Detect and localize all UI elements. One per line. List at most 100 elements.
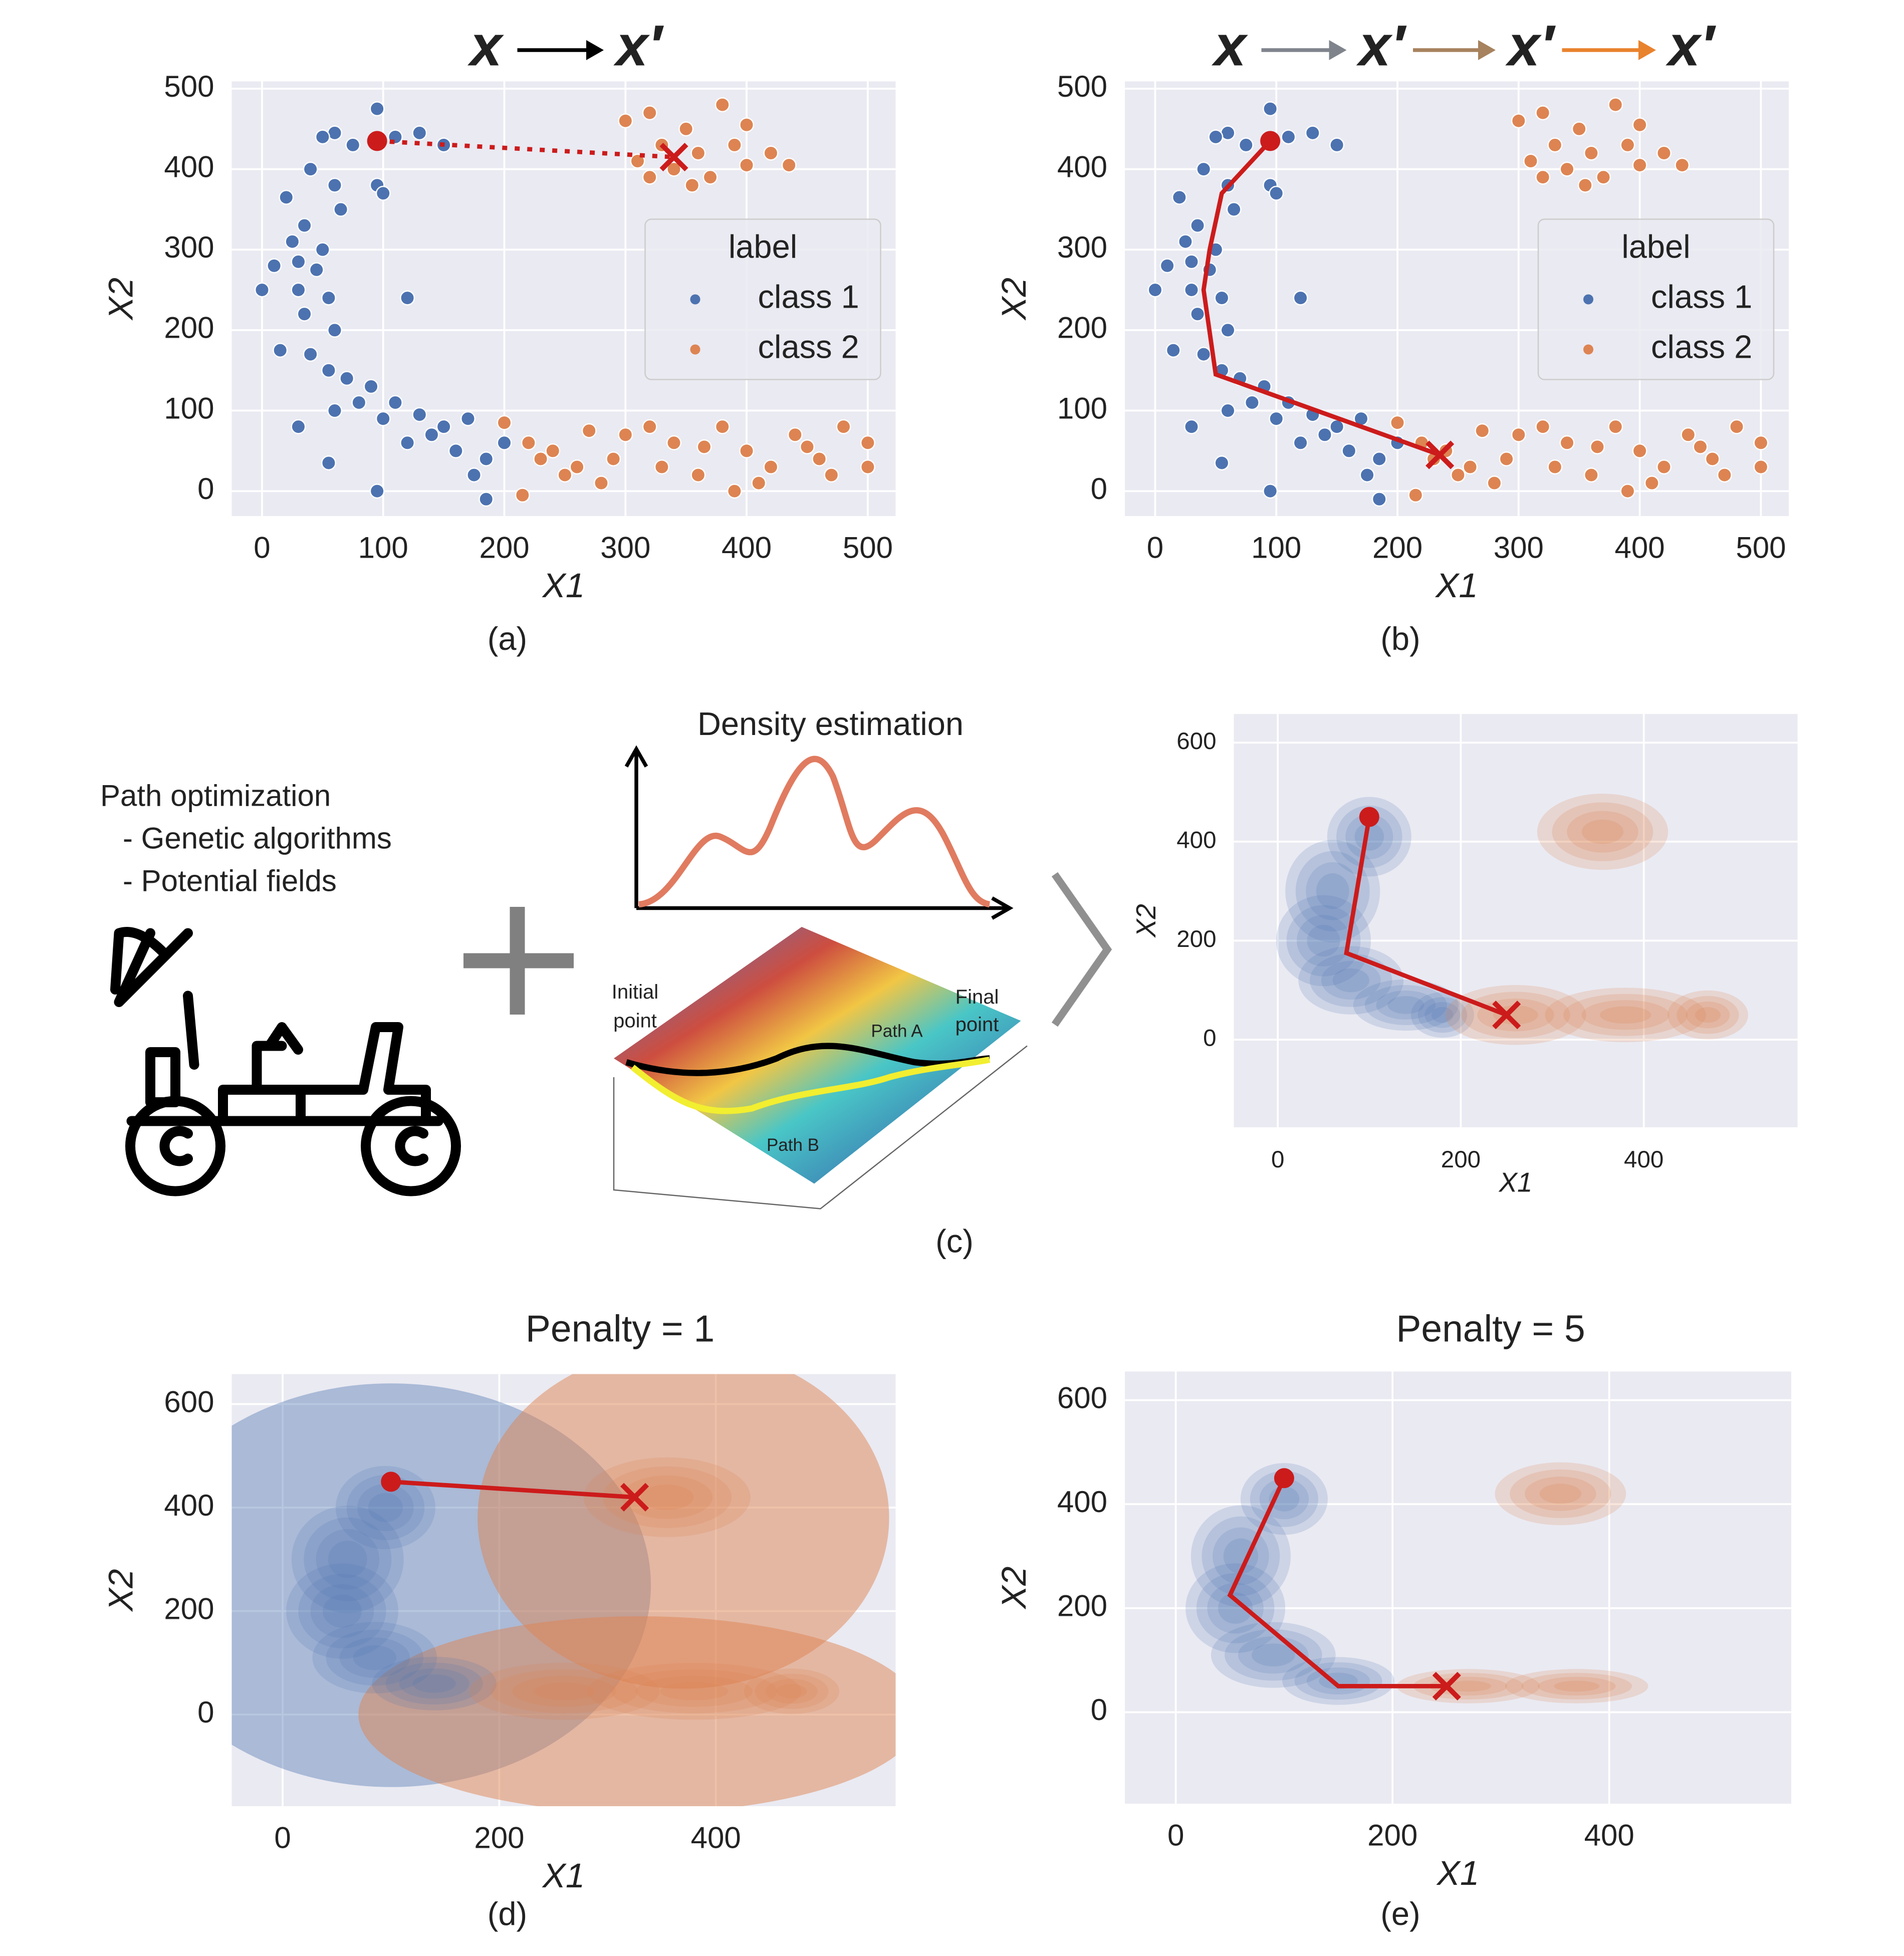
scatter-point bbox=[369, 483, 385, 499]
scatter-point bbox=[479, 451, 494, 466]
y-axis-label: X2 bbox=[102, 1569, 140, 1612]
density-contour bbox=[534, 1682, 595, 1700]
path-b-label: Path B bbox=[767, 1135, 819, 1155]
optimization-item: - Genetic algorithms bbox=[123, 821, 392, 855]
legend-marker bbox=[1583, 294, 1593, 305]
scatter-point bbox=[666, 161, 682, 177]
scatter-point bbox=[1244, 395, 1260, 410]
scatter-point bbox=[666, 435, 682, 450]
y-tick-label: 400 bbox=[164, 1489, 214, 1522]
density-contour bbox=[353, 1645, 397, 1670]
header-arrowhead bbox=[1638, 40, 1656, 61]
x-tick-label: 500 bbox=[1736, 531, 1786, 564]
density-title: Density estimation bbox=[697, 705, 964, 742]
scatter-point bbox=[751, 475, 767, 491]
scatter-point bbox=[739, 117, 755, 133]
x-tick-label: 200 bbox=[474, 1821, 524, 1854]
scatter-point bbox=[1450, 467, 1466, 483]
header-arrowhead bbox=[1478, 40, 1496, 61]
header-symbol: x′ bbox=[1665, 14, 1716, 78]
scatter-point bbox=[291, 282, 306, 298]
density-contour bbox=[602, 1466, 732, 1528]
scatter-point bbox=[1608, 419, 1623, 434]
y-tick-label: 400 bbox=[164, 150, 214, 183]
scatter-point bbox=[739, 157, 755, 173]
y-tick-label: 100 bbox=[164, 391, 214, 425]
scatter-point bbox=[1608, 97, 1623, 113]
y-tick-label: 600 bbox=[1176, 728, 1216, 755]
scatter-point bbox=[836, 419, 851, 434]
density-contour bbox=[1202, 1516, 1280, 1596]
density-contour bbox=[372, 1656, 497, 1710]
rover-wheel bbox=[125, 1096, 225, 1196]
path-start bbox=[381, 1472, 401, 1492]
scatter-point bbox=[327, 322, 343, 338]
scatter-point bbox=[684, 177, 700, 193]
scatter-point bbox=[424, 427, 439, 442]
scatter-point bbox=[690, 467, 706, 483]
rover-wheel bbox=[361, 1096, 461, 1196]
y-axis-label: X2 bbox=[1131, 904, 1161, 938]
density-contour bbox=[1345, 814, 1393, 859]
scatter-point bbox=[387, 395, 403, 410]
density-contour bbox=[1396, 1669, 1540, 1703]
density-contour bbox=[1410, 992, 1474, 1038]
scatter-point bbox=[479, 492, 494, 507]
scatter-point bbox=[1159, 258, 1175, 274]
scatter-point bbox=[345, 137, 361, 153]
density-contour bbox=[1191, 1505, 1291, 1607]
y-tick-label: 0 bbox=[1091, 1693, 1107, 1727]
header-symbol: x bbox=[467, 14, 504, 78]
scatter-point bbox=[375, 411, 391, 426]
x-axis-label: X1 bbox=[542, 566, 585, 605]
scatter-point bbox=[1293, 435, 1308, 450]
density-contour bbox=[611, 1669, 777, 1714]
path-line bbox=[1344, 816, 1508, 1017]
caption: (d) bbox=[488, 1895, 527, 1932]
x-tick-label: 400 bbox=[691, 1821, 741, 1854]
density-contour bbox=[491, 1669, 638, 1714]
density-contour bbox=[1600, 1006, 1651, 1024]
scatter-point bbox=[702, 169, 718, 185]
scatter-point bbox=[1577, 177, 1593, 193]
x-tick-label: 200 bbox=[1372, 531, 1422, 564]
scatter-point bbox=[642, 105, 657, 121]
x-axis-label: X1 bbox=[542, 1856, 585, 1895]
scatter-point bbox=[351, 395, 367, 410]
scatter-point bbox=[1535, 105, 1551, 121]
density-contour bbox=[755, 1673, 829, 1709]
scatter-point bbox=[860, 459, 875, 475]
scatter-point bbox=[545, 443, 561, 458]
optimization-title: Path optimization bbox=[100, 779, 331, 812]
density-contour bbox=[346, 1475, 425, 1541]
scatter-point bbox=[593, 475, 609, 491]
density-contour bbox=[1424, 1002, 1461, 1028]
scatter-point bbox=[860, 435, 875, 450]
scatter-point bbox=[1559, 435, 1575, 450]
scatter-point bbox=[273, 343, 288, 358]
scatter-point bbox=[739, 443, 755, 458]
scatter-point bbox=[618, 427, 633, 442]
plot-layer bbox=[1234, 714, 1798, 1128]
scatter-point bbox=[1499, 451, 1514, 466]
density-contour bbox=[298, 1574, 386, 1648]
scatter-point bbox=[1269, 411, 1284, 426]
density-contour bbox=[1376, 991, 1436, 1020]
density-contour bbox=[1545, 988, 1706, 1043]
scatter-point bbox=[1305, 125, 1320, 141]
scatter-point bbox=[315, 242, 330, 258]
chart-title: Penalty = 5 bbox=[1396, 1307, 1585, 1349]
y-tick-label: 400 bbox=[1057, 1485, 1107, 1519]
y-axis-label: X2 bbox=[995, 278, 1033, 321]
scatter-point bbox=[1583, 467, 1599, 483]
legend-title: label bbox=[729, 228, 797, 265]
density-contour bbox=[1364, 985, 1448, 1025]
scatter-point bbox=[1583, 145, 1599, 161]
scatter-point bbox=[1717, 467, 1732, 483]
scatter-point bbox=[1620, 483, 1635, 499]
path-line bbox=[1227, 1477, 1447, 1688]
y-tick-label: 200 bbox=[164, 311, 214, 345]
density-contour bbox=[1285, 840, 1380, 942]
scatter-point bbox=[321, 455, 336, 470]
